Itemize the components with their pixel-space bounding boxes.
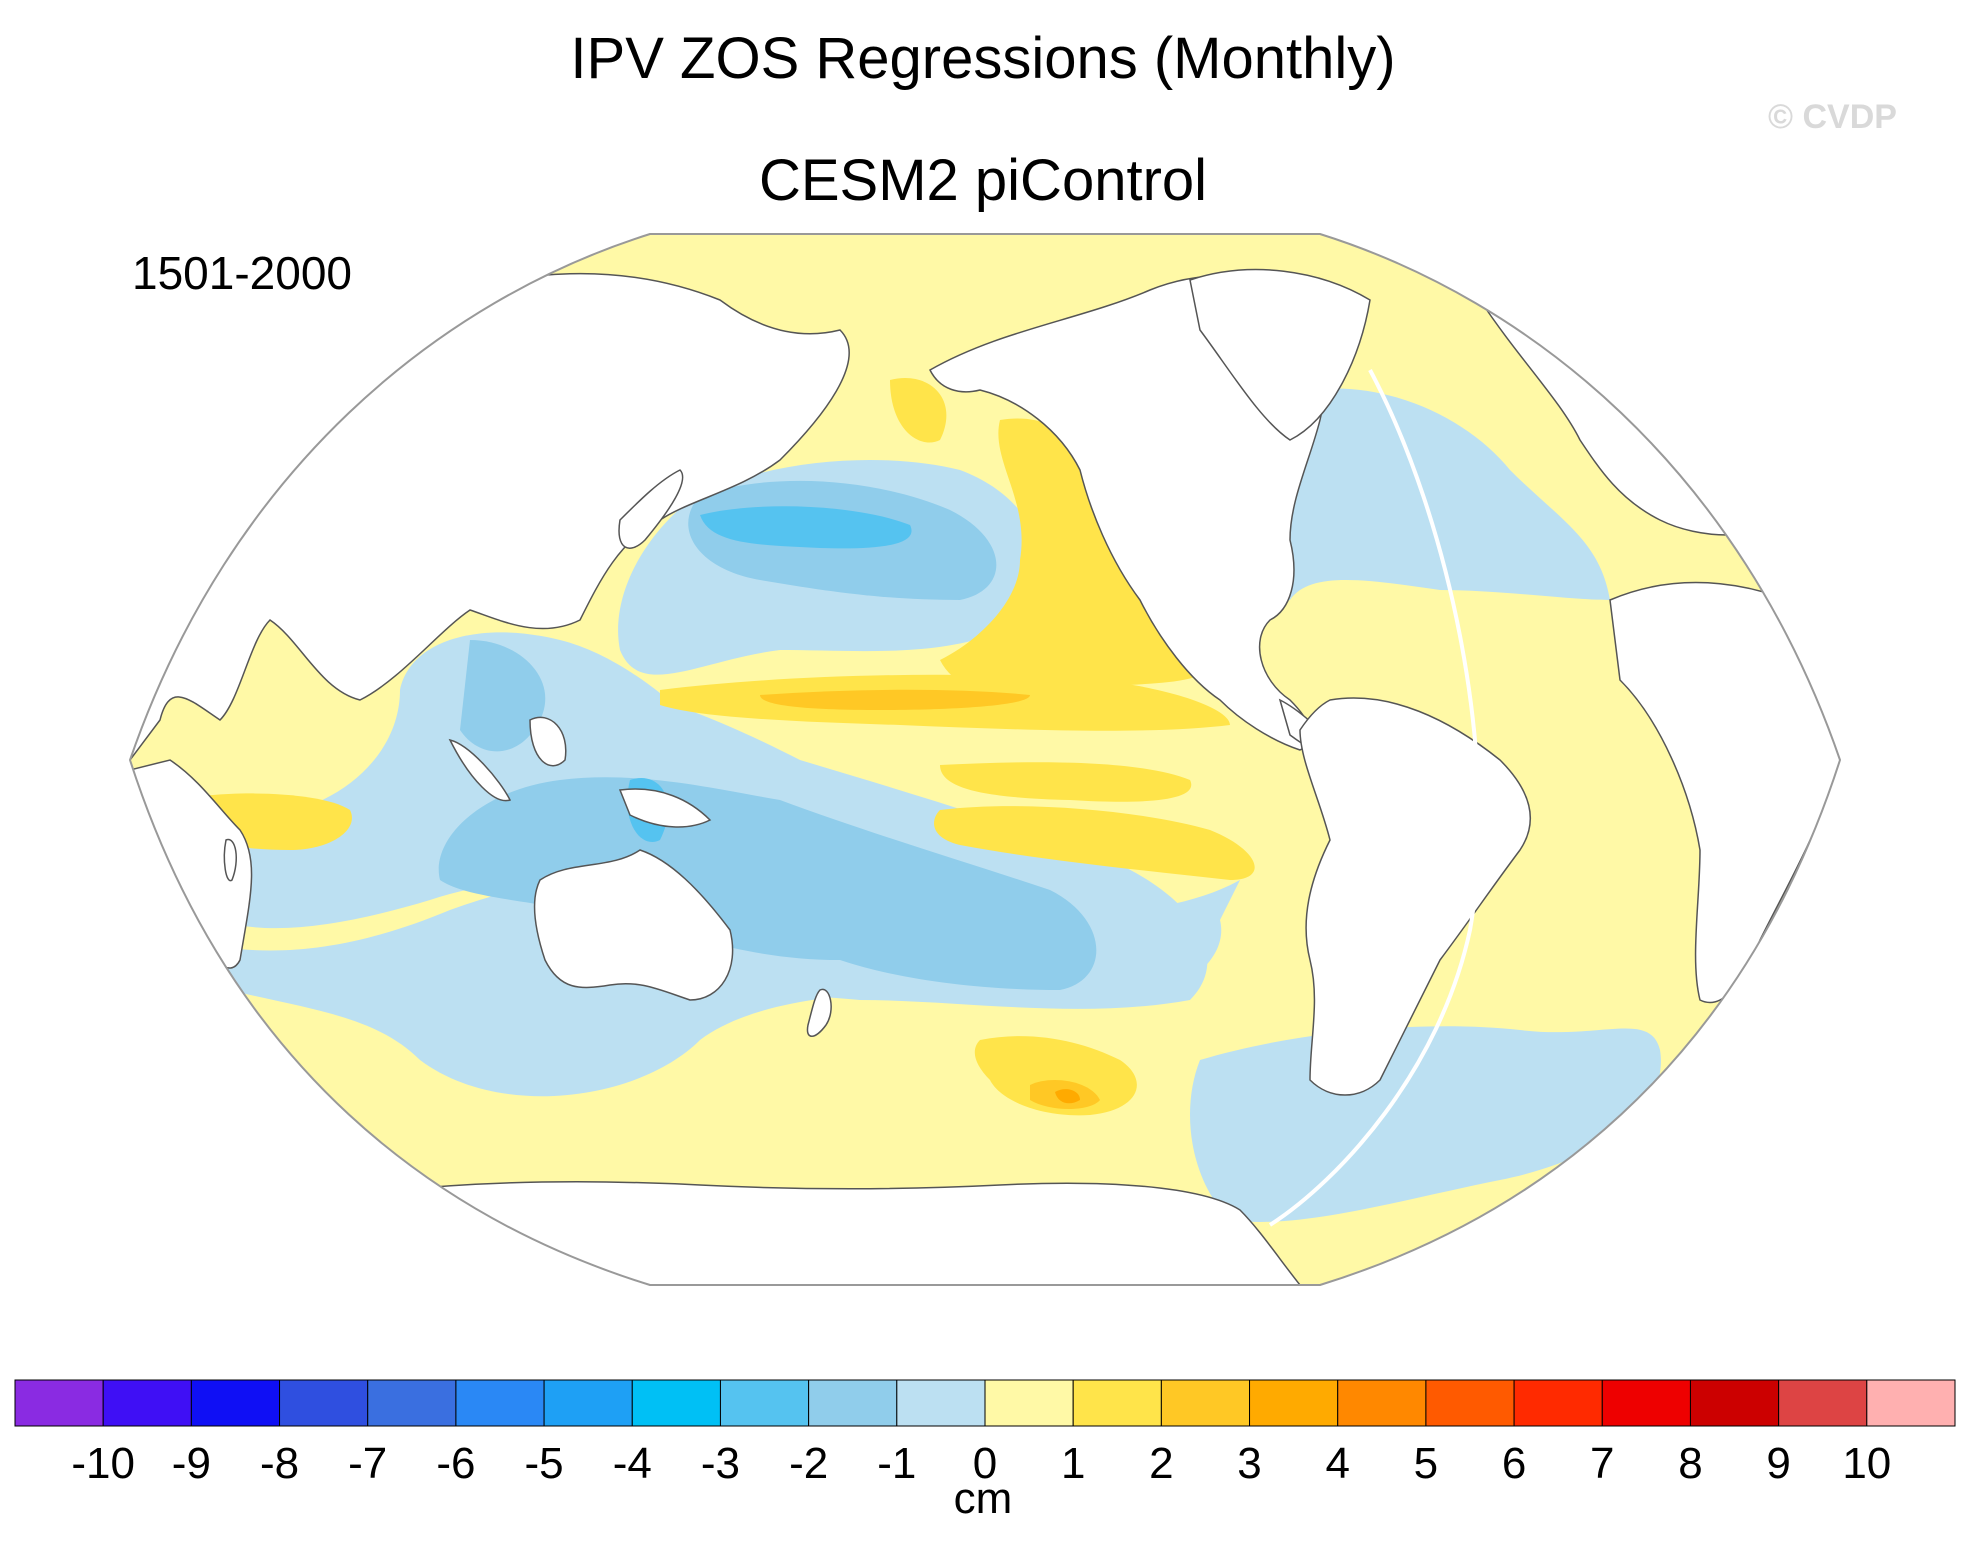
colorbar-tick-label: -10 <box>71 1439 135 1488</box>
colorbar-box <box>190 1379 281 1427</box>
colorbar-tick-label: 1 <box>1061 1439 1085 1488</box>
colorbar-tick-label: 5 <box>1414 1439 1438 1488</box>
land-new-guinea <box>618 788 712 828</box>
colorbar-tick-label: 2 <box>1149 1439 1173 1488</box>
colorbar-tick-label: -5 <box>525 1439 564 1488</box>
colorbar-tick-labels: -10 -9 -8 -7 -6 -5 -4 -3 -2 -1 0 1 2 3 4 5 6 7 8 9 10 <box>71 1439 1891 1488</box>
colorbar-box <box>1513 1379 1603 1427</box>
colorbar-tick-label: 9 <box>1766 1439 1790 1488</box>
land-sumatra <box>448 738 512 802</box>
colorbar-tick-label: 3 <box>1237 1439 1261 1488</box>
colorbar-tick-label: -8 <box>260 1439 299 1488</box>
colorbar-tick-label: -7 <box>348 1439 387 1488</box>
colorbar-box <box>1072 1379 1162 1427</box>
colorbar-box <box>1601 1379 1691 1427</box>
pos2-ne-pacific <box>940 418 1220 696</box>
pos2-tropical-south <box>940 762 1192 802</box>
land-greenland <box>1189 268 1371 441</box>
colorbar-box <box>102 1379 192 1427</box>
colorbar-tick-label: -9 <box>172 1439 211 1488</box>
land-japan <box>618 469 684 549</box>
neg-south-atlantic <box>1190 1026 1661 1222</box>
neg2-south-pacific <box>438 777 1097 990</box>
map-border <box>128 233 1842 1286</box>
colorbar-box <box>719 1379 810 1427</box>
colorbar-box <box>367 1379 457 1427</box>
neg2-maritime <box>460 640 546 752</box>
colorbar-tick-label: -1 <box>877 1439 916 1488</box>
colorbar-box <box>1249 1379 1339 1427</box>
land-borneo <box>529 716 567 767</box>
period-label: 1501-2000 <box>132 247 352 299</box>
colorbar-box <box>984 1379 1074 1427</box>
colorbar-box <box>1337 1379 1427 1427</box>
colorbar-box <box>1425 1379 1515 1427</box>
colorbar-box <box>1160 1379 1251 1427</box>
pos2-gulf-of-alaska <box>890 378 947 443</box>
colorbar-tick-label: 8 <box>1678 1439 1702 1488</box>
colorbar-box <box>455 1379 545 1427</box>
colorbar-tick-label: -3 <box>701 1439 740 1488</box>
colorbar-box <box>14 1379 104 1427</box>
seam-line <box>1268 369 1481 1227</box>
pos3-tropical-north <box>760 689 1030 710</box>
colorbar-tick-label: 6 <box>1502 1439 1526 1488</box>
colorbar-tick-label: 7 <box>1590 1439 1614 1488</box>
colorbar-box <box>279 1379 369 1427</box>
colorbar-box <box>1689 1379 1780 1427</box>
figure-title: IPV ZOS Regressions (Monthly) <box>570 26 1396 91</box>
colorbar-units: cm <box>953 1474 1013 1523</box>
figure-subtitle: CESM2 piControl <box>758 148 1208 213</box>
land-south-america <box>1299 697 1532 1096</box>
neg3-kuroshio <box>700 506 912 549</box>
colorbar-box <box>543 1379 633 1427</box>
neg-north-atlantic <box>1251 388 1610 602</box>
colorbar-tick-label: 4 <box>1325 1439 1349 1488</box>
land-new-zealand <box>806 988 832 1037</box>
land-australia <box>533 849 734 1001</box>
colorbar-box <box>1778 1379 1868 1427</box>
colorbar-tick-label: -6 <box>436 1439 475 1488</box>
colorbar-boxes <box>14 1379 1956 1427</box>
colorbar-tick-label: 0 <box>973 1439 997 1488</box>
cvdp-watermark: © CVDP <box>1768 98 1897 136</box>
land-madagascar <box>223 839 238 882</box>
pos2-se-pacific <box>934 806 1255 880</box>
colorbar-tick-label: -2 <box>789 1439 828 1488</box>
pos4-southern-blob <box>1055 1089 1080 1104</box>
colorbar-box <box>896 1379 986 1427</box>
colorbar-box <box>631 1379 721 1427</box>
colorbar-box <box>808 1379 898 1427</box>
colorbar-tick-label: -4 <box>613 1439 652 1488</box>
colorbar-box <box>1866 1379 1956 1427</box>
colorbar-tick-label: 10 <box>1842 1439 1891 1488</box>
